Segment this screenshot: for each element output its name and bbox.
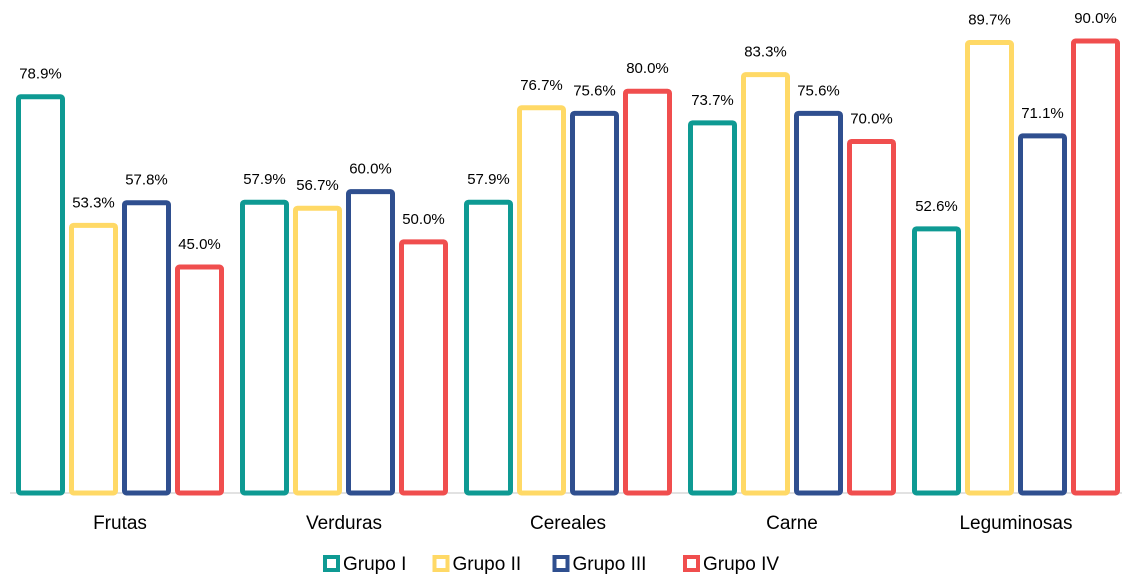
data-label: 71.1% — [1021, 105, 1064, 122]
bar — [1071, 38, 1120, 496]
x-tick-label: Leguminosas — [959, 513, 1072, 534]
legend-swatch — [432, 555, 450, 572]
legend-swatch — [683, 555, 700, 572]
data-label: 75.6% — [573, 82, 616, 99]
data-label: 50.0% — [402, 211, 445, 228]
data-label: 76.7% — [520, 77, 563, 94]
data-label: 80.0% — [626, 60, 669, 77]
data-label: 45.0% — [178, 236, 221, 253]
x-tick-label: Carne — [766, 513, 818, 534]
bar — [399, 239, 448, 496]
data-label: 60.0% — [349, 161, 392, 178]
bar — [688, 120, 737, 496]
bar — [175, 264, 224, 496]
bar — [847, 138, 896, 496]
bar — [293, 205, 342, 496]
bar — [741, 72, 790, 496]
legend-label: Grupo IV — [703, 554, 779, 575]
data-label: 52.6% — [915, 198, 958, 215]
legend-swatch — [323, 555, 340, 572]
legend-label: Grupo I — [343, 554, 406, 575]
data-label: 57.9% — [243, 171, 286, 188]
legend-label: Grupo III — [573, 554, 647, 575]
data-label: 57.8% — [125, 172, 168, 189]
bar — [965, 40, 1014, 496]
data-label: 56.7% — [296, 177, 339, 194]
bar — [623, 88, 672, 496]
bar — [1018, 133, 1067, 496]
bar — [16, 94, 65, 496]
bar — [464, 199, 513, 496]
bar — [122, 200, 171, 496]
bar — [346, 189, 395, 496]
legend-swatch — [552, 555, 570, 572]
bar — [517, 105, 566, 496]
x-tick-label: Cereales — [530, 513, 606, 534]
data-label: 75.6% — [797, 82, 840, 99]
bar — [912, 226, 961, 496]
bar — [570, 110, 619, 496]
data-label: 57.9% — [467, 171, 510, 188]
legend-label: Grupo II — [453, 554, 522, 575]
x-tick-label: Frutas — [93, 513, 147, 534]
bar — [69, 222, 118, 496]
data-label: 78.9% — [19, 66, 62, 83]
bar — [794, 110, 843, 496]
x-tick-label: Verduras — [306, 513, 382, 534]
data-label: 73.7% — [691, 92, 734, 109]
data-label: 70.0% — [850, 110, 893, 127]
data-label: 89.7% — [968, 11, 1011, 28]
data-label: 53.3% — [72, 194, 115, 211]
data-label: 90.0% — [1074, 10, 1117, 27]
data-label: 83.3% — [744, 44, 787, 61]
bar — [240, 199, 289, 496]
